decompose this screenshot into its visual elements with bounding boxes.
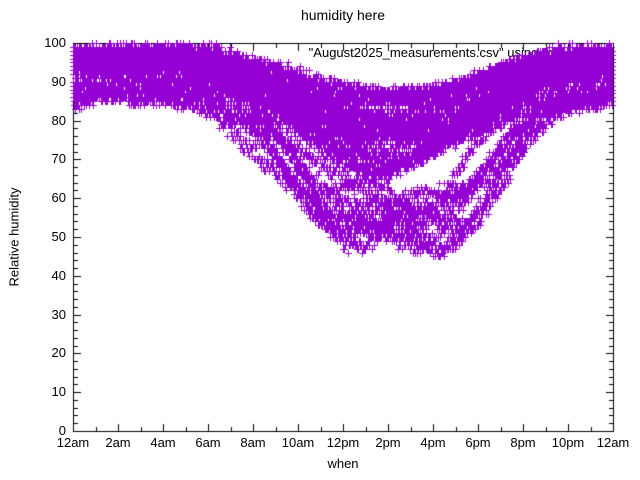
x-axis-label: when xyxy=(327,456,359,471)
x-tick-label: 6pm xyxy=(465,435,491,450)
x-tick-label: 4pm xyxy=(420,435,446,450)
y-tick-label: 80 xyxy=(51,112,66,128)
y-tick-label: 60 xyxy=(51,190,66,206)
x-tick-label: 4am xyxy=(150,435,176,450)
x-tick-label: 2am xyxy=(105,435,131,450)
x-tick-label: 10am xyxy=(281,435,315,450)
y-tick-label: 70 xyxy=(51,151,66,167)
y-tick-label: 90 xyxy=(51,73,66,89)
x-tick-label: 12am xyxy=(56,435,90,450)
x-tick-label: 12pm xyxy=(326,435,360,450)
y-tick-label: 30 xyxy=(51,306,66,322)
y-tick-label: 0 xyxy=(58,423,66,438)
chart-title: humidity here xyxy=(300,7,386,23)
x-tick-label: 8pm xyxy=(510,435,536,450)
y-tick-label: 100 xyxy=(44,35,66,50)
y-tick-label: 50 xyxy=(51,229,66,244)
y-tick-label: 40 xyxy=(51,267,66,283)
y-tick-label: 10 xyxy=(51,384,66,400)
x-tick-label: 6am xyxy=(195,435,221,450)
x-tick-label: 10pm xyxy=(551,435,585,450)
x-tick-label: 2pm xyxy=(375,435,401,450)
y-tick-label: 20 xyxy=(51,345,66,361)
x-tick-label: 12am xyxy=(596,435,630,450)
x-tick-label: 8am xyxy=(240,435,266,450)
